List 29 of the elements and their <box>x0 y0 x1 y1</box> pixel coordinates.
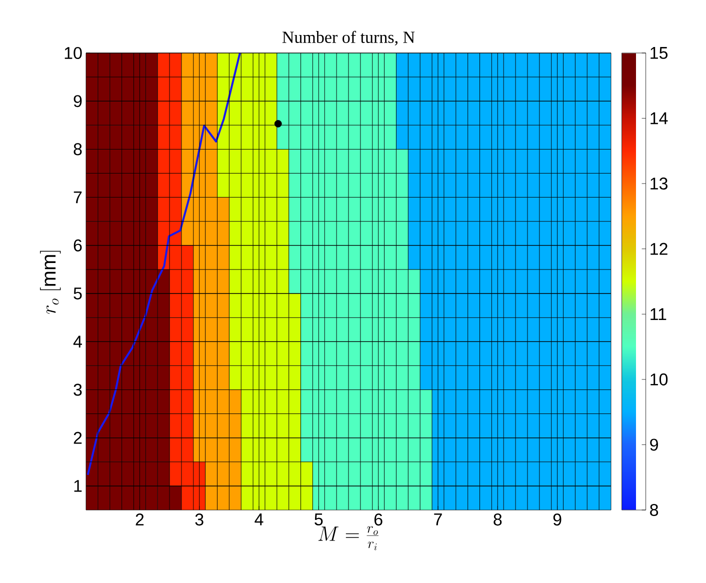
color-bar-label: 10 <box>650 373 668 386</box>
x-tick-label: 3 <box>195 514 204 526</box>
x-tick-label: 9 <box>553 514 562 526</box>
color-bar-label: 14 <box>650 112 668 124</box>
x-tick-label: 8 <box>494 514 502 526</box>
y-tick-label: 10 <box>64 46 82 60</box>
y-tick-label: 4 <box>73 336 82 348</box>
x-tick-label: 6 <box>374 514 382 526</box>
y-tick-label: 3 <box>74 384 82 396</box>
color-bar-label: 11 <box>650 308 666 320</box>
y-tick-label: 7 <box>74 191 82 204</box>
x-tick-label: 5 <box>314 514 323 526</box>
x-axis-title: $M = \frac{r_o}{r_i}$ <box>318 526 378 550</box>
color-bar-label: 8 <box>650 504 658 516</box>
color-bar-label: 15 <box>650 47 668 59</box>
y-tick-label: 8 <box>74 143 82 156</box>
color-bar-label: 12 <box>650 242 668 255</box>
x-tick-label: 4 <box>254 514 264 526</box>
y-tick-label: 6 <box>74 239 82 252</box>
y-tick-label: 5 <box>74 288 82 300</box>
color-bar-label: 9 <box>650 438 658 451</box>
y-tick-label: 9 <box>74 95 82 108</box>
y-tick-label: 2 <box>74 432 82 444</box>
x-tick-label: 2 <box>136 514 144 526</box>
chart-title: Number of turns, N <box>282 30 415 46</box>
color-bar-label: 13 <box>650 178 668 190</box>
x-tick-label: 7 <box>434 514 442 526</box>
y-tick-label: 1 <box>74 480 82 492</box>
y-axis-title: $r_o\ [\mathrm{mm}]$ <box>40 250 61 314</box>
